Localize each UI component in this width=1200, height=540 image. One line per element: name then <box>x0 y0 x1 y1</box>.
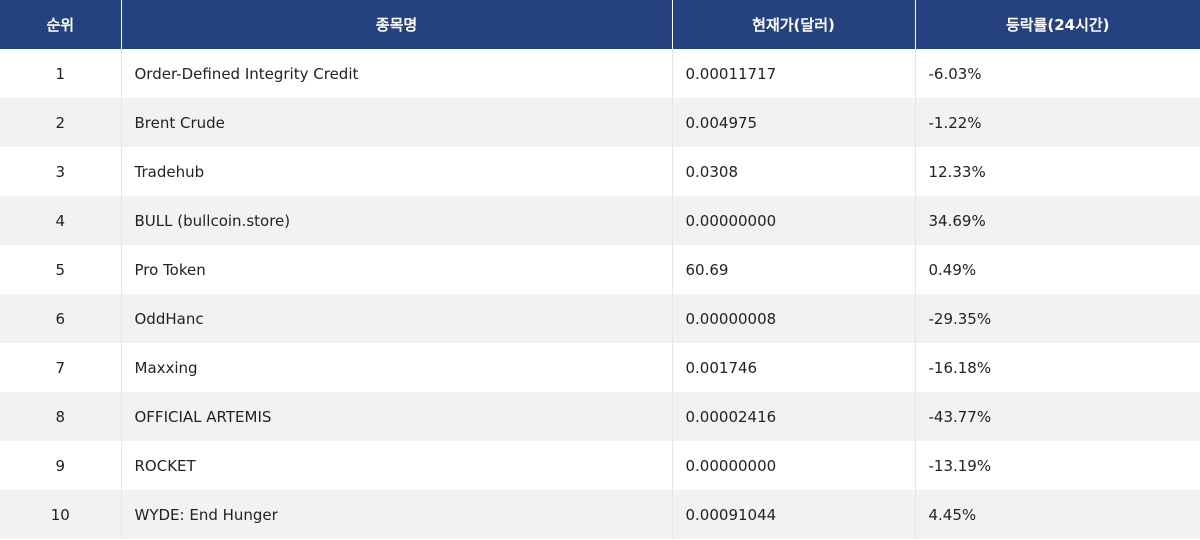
header-cell: 등락률(24시간) <box>914 0 1200 49</box>
table-row: 6 OddHanc 0.00000008 -29.35% <box>0 294 1200 343</box>
rank-cell: 10 <box>0 490 121 539</box>
table-body: 1 Order-Defined Integrity Credit 0.0001171… <box>0 49 1200 539</box>
header-cell: 현재가(달러) <box>671 0 915 49</box>
change-cell: -29.35% <box>914 294 1200 343</box>
rank-cell: 8 <box>0 392 121 441</box>
table-row: 2 Brent Crude 0.004975 -1.22% <box>0 98 1200 147</box>
change-cell: 0.49% <box>914 245 1200 294</box>
change-cell: 34.69% <box>914 196 1200 245</box>
name-cell: Order-Defined Integrity Credit <box>120 49 672 98</box>
header-row: 순위 종목명 현재가(달러) 등락률(24시간) <box>0 0 1200 49</box>
rank-cell: 5 <box>0 245 121 294</box>
rank-cell: 4 <box>0 196 121 245</box>
name-cell: BULL (bullcoin.store) <box>120 196 672 245</box>
change-cell: 12.33% <box>914 147 1200 196</box>
change-cell: 4.45% <box>914 490 1200 539</box>
price-cell: 0.00000000 <box>671 196 915 245</box>
name-cell: Maxxing <box>120 343 672 392</box>
name-cell: WYDE: End Hunger <box>120 490 672 539</box>
price-cell: 0.00002416 <box>671 392 915 441</box>
price-cell: 0.00011717 <box>671 49 915 98</box>
name-cell: Tradehub <box>120 147 672 196</box>
name-cell: Brent Crude <box>120 98 672 147</box>
price-cell: 0.00000008 <box>671 294 915 343</box>
change-cell: -1.22% <box>914 98 1200 147</box>
table-row: 7 Maxxing 0.001746 -16.18% <box>0 343 1200 392</box>
rank-cell: 1 <box>0 49 121 98</box>
price-cell: 0.004975 <box>671 98 915 147</box>
change-cell: -6.03% <box>914 49 1200 98</box>
table-row: 4 BULL (bullcoin.store) 0.00000000 34.69% <box>0 196 1200 245</box>
rank-cell: 3 <box>0 147 121 196</box>
table-row: 1 Order-Defined Integrity Credit 0.0001171… <box>0 49 1200 98</box>
rank-cell: 6 <box>0 294 121 343</box>
change-cell: -43.77% <box>914 392 1200 441</box>
header-cell: 순위 <box>0 0 121 49</box>
price-cell: 0.0308 <box>671 147 915 196</box>
table-row: 10 WYDE: End Hunger 0.00091044 4.45% <box>0 490 1200 539</box>
change-cell: -13.19% <box>914 441 1200 490</box>
table-row: 5 Pro Token 60.69 0.49% <box>0 245 1200 294</box>
rank-cell: 2 <box>0 98 121 147</box>
name-cell: ROCKET <box>120 441 672 490</box>
table-row: 9 ROCKET 0.00000000 -13.19% <box>0 441 1200 490</box>
table-row: 8 OFFICIAL ARTEMIS 0.00002416 -43.77% <box>0 392 1200 441</box>
rank-cell: 7 <box>0 343 121 392</box>
rank-cell: 9 <box>0 441 121 490</box>
change-cell: -16.18% <box>914 343 1200 392</box>
name-cell: OFFICIAL ARTEMIS <box>120 392 672 441</box>
table-row: 3 Tradehub 0.0308 12.33% <box>0 147 1200 196</box>
price-cell: 0.00000000 <box>671 441 915 490</box>
name-cell: Pro Token <box>120 245 672 294</box>
price-cell: 0.001746 <box>671 343 915 392</box>
price-cell: 60.69 <box>671 245 915 294</box>
name-cell: OddHanc <box>120 294 672 343</box>
price-cell: 0.00091044 <box>671 490 915 539</box>
header-cell: 종목명 <box>120 0 672 49</box>
